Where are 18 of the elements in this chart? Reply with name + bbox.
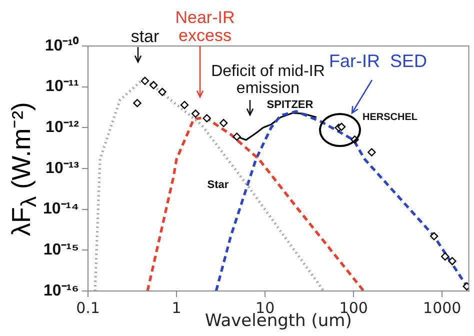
x-tick-label: 10 bbox=[256, 298, 275, 317]
annotation: Far-IR SED bbox=[328, 51, 427, 71]
y-tick-label: 10⁻¹⁶ bbox=[44, 282, 79, 300]
annotation: HERSCHEL bbox=[361, 112, 418, 122]
annotation: Deficit of mid-IR emission bbox=[210, 62, 326, 98]
y-tick-label: 10⁻¹³ bbox=[46, 160, 79, 177]
y-tick-label: 10⁻¹⁰ bbox=[44, 36, 79, 54]
y-tick-label: 10⁻¹⁴ bbox=[42, 200, 80, 218]
x-tick-label: 1000 bbox=[423, 298, 462, 317]
annotation: Star bbox=[206, 179, 230, 192]
x-tick-label: 0.1 bbox=[76, 298, 100, 317]
y-tick-label: 10⁻¹⁵ bbox=[43, 242, 79, 259]
y-tick-label: 10⁻¹¹ bbox=[46, 78, 79, 96]
y-tick-label: 10⁻¹² bbox=[46, 119, 79, 136]
annotation: SPITZER bbox=[266, 99, 314, 112]
text: Near-IR excess bbox=[174, 8, 236, 46]
text: star bbox=[130, 26, 160, 46]
x-tick-label: 1 bbox=[172, 298, 182, 317]
